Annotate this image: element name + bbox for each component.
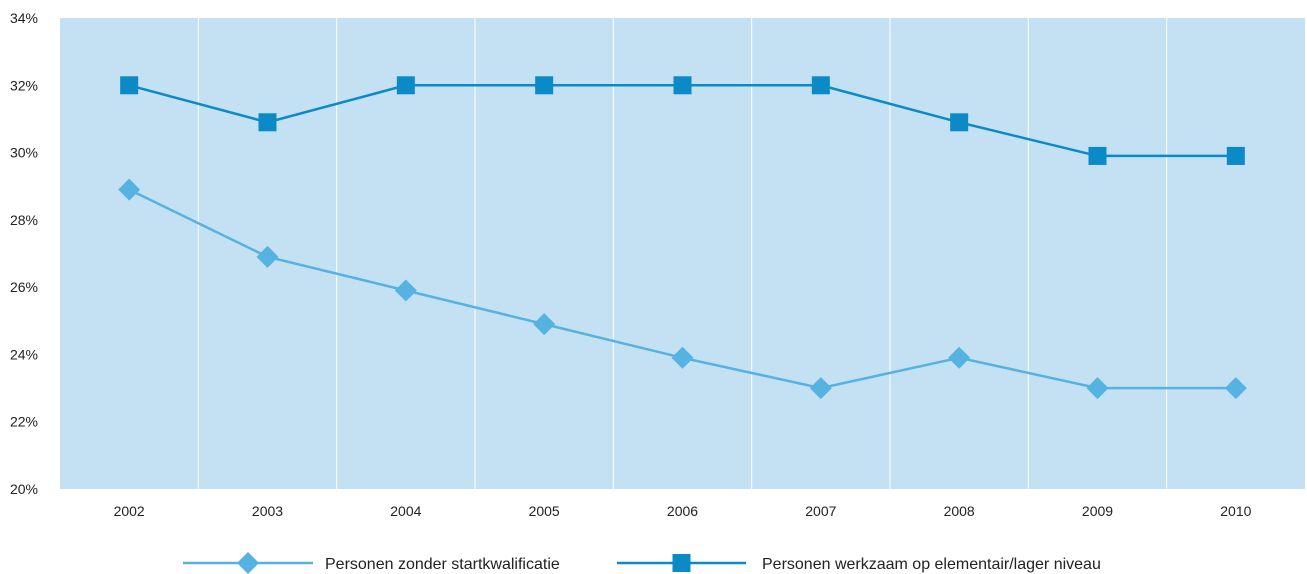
x-axis-ticks: 2002 2003 2004 2005 2006 2007 2008 2009 2010 [114, 503, 1252, 519]
legend-label: Personen werkzaam op elementair/lager ni… [762, 556, 1101, 573]
data-point [258, 113, 277, 132]
gridlines [197, 18, 1168, 489]
legend-marker [672, 554, 691, 572]
x-tick-label: 2007 [805, 503, 836, 519]
y-tick-label: 32% [10, 77, 38, 93]
legend-label: Personen zonder startkwalificatie [325, 556, 560, 573]
legend: Personen zonder startkwalificatie Persone… [183, 552, 1101, 574]
series-layer [118, 76, 1247, 400]
data-point [533, 313, 556, 336]
x-tick-label: 2006 [667, 503, 698, 519]
data-point [1088, 146, 1107, 165]
data-point [1224, 377, 1247, 400]
y-tick-label: 24% [10, 346, 38, 362]
data-point [809, 377, 832, 400]
x-tick-label: 2004 [390, 503, 421, 519]
x-tick-label: 2002 [114, 503, 145, 519]
data-point [950, 113, 969, 132]
x-tick-label: 2009 [1082, 503, 1113, 519]
data-point [535, 76, 554, 95]
data-point [394, 279, 417, 302]
data-point [1086, 377, 1109, 400]
y-tick-label: 28% [10, 212, 38, 228]
x-tick-label: 2008 [944, 503, 975, 519]
data-point [120, 76, 139, 95]
series-elementair-lager-niveau [120, 76, 1245, 165]
y-tick-label: 30% [10, 145, 38, 161]
y-tick-label: 34% [10, 10, 38, 26]
y-tick-label: 26% [10, 279, 38, 295]
x-tick-label: 2010 [1220, 503, 1251, 519]
series-zonder-startkwalificatie [118, 178, 1247, 400]
data-point [256, 245, 279, 268]
data-point [396, 76, 415, 95]
data-point [811, 76, 830, 95]
legend-item: Personen werkzaam op elementair/lager ni… [617, 554, 1101, 573]
data-point [671, 346, 694, 369]
y-axis-ticks: 20% 22% 24% 26% 28% 30% 32% 34% [10, 10, 38, 497]
data-point [673, 76, 692, 95]
legend-marker [237, 552, 259, 574]
y-tick-label: 22% [10, 414, 38, 430]
x-tick-label: 2003 [252, 503, 283, 519]
x-tick-label: 2005 [529, 503, 560, 519]
data-point [1226, 146, 1245, 165]
legend-item: Personen zonder startkwalificatie [183, 552, 560, 574]
y-tick-label: 20% [10, 481, 38, 497]
data-point [948, 346, 971, 369]
data-point [118, 178, 141, 201]
